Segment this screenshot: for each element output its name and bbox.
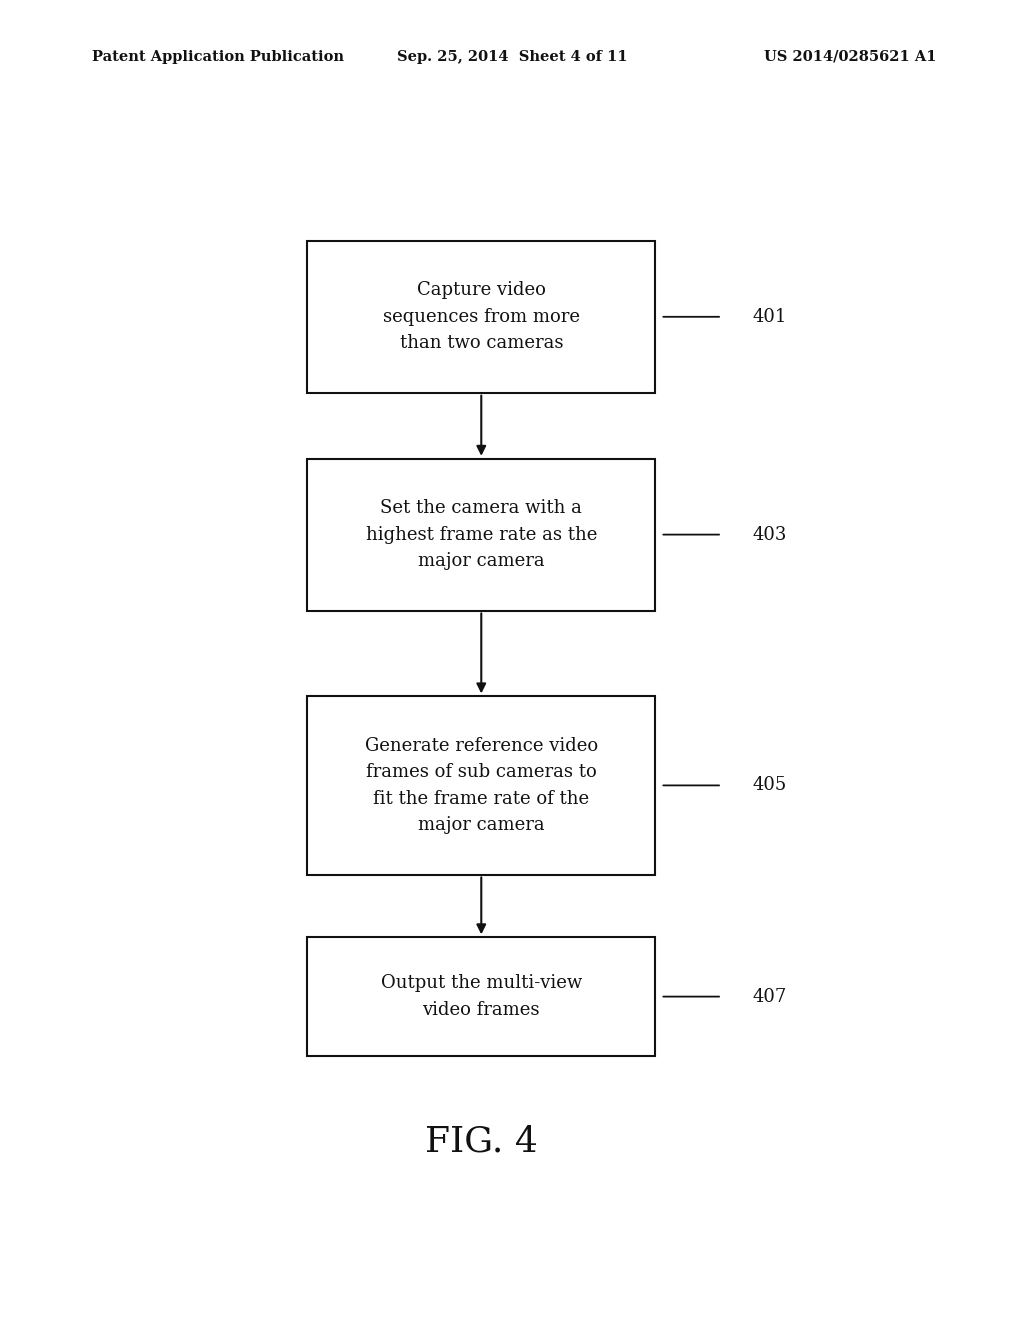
Text: US 2014/0285621 A1: US 2014/0285621 A1 (765, 50, 937, 63)
Text: Output the multi-view
video frames: Output the multi-view video frames (381, 974, 582, 1019)
Bar (307, 937, 655, 1056)
Text: 407: 407 (753, 987, 786, 1006)
Bar (307, 459, 655, 610)
Text: Set the camera with a
highest frame rate as the
major camera: Set the camera with a highest frame rate… (366, 499, 597, 570)
Text: 401: 401 (753, 308, 787, 326)
Bar (307, 697, 655, 874)
Text: Patent Application Publication: Patent Application Publication (92, 50, 344, 63)
Text: 403: 403 (753, 525, 787, 544)
Text: 405: 405 (753, 776, 786, 795)
Bar (307, 240, 655, 393)
Text: Capture video
sequences from more
than two cameras: Capture video sequences from more than t… (383, 281, 580, 352)
Text: Generate reference video
frames of sub cameras to
fit the frame rate of the
majo: Generate reference video frames of sub c… (365, 737, 598, 834)
Text: Sep. 25, 2014  Sheet 4 of 11: Sep. 25, 2014 Sheet 4 of 11 (396, 50, 628, 63)
Text: FIG. 4: FIG. 4 (425, 1125, 538, 1159)
